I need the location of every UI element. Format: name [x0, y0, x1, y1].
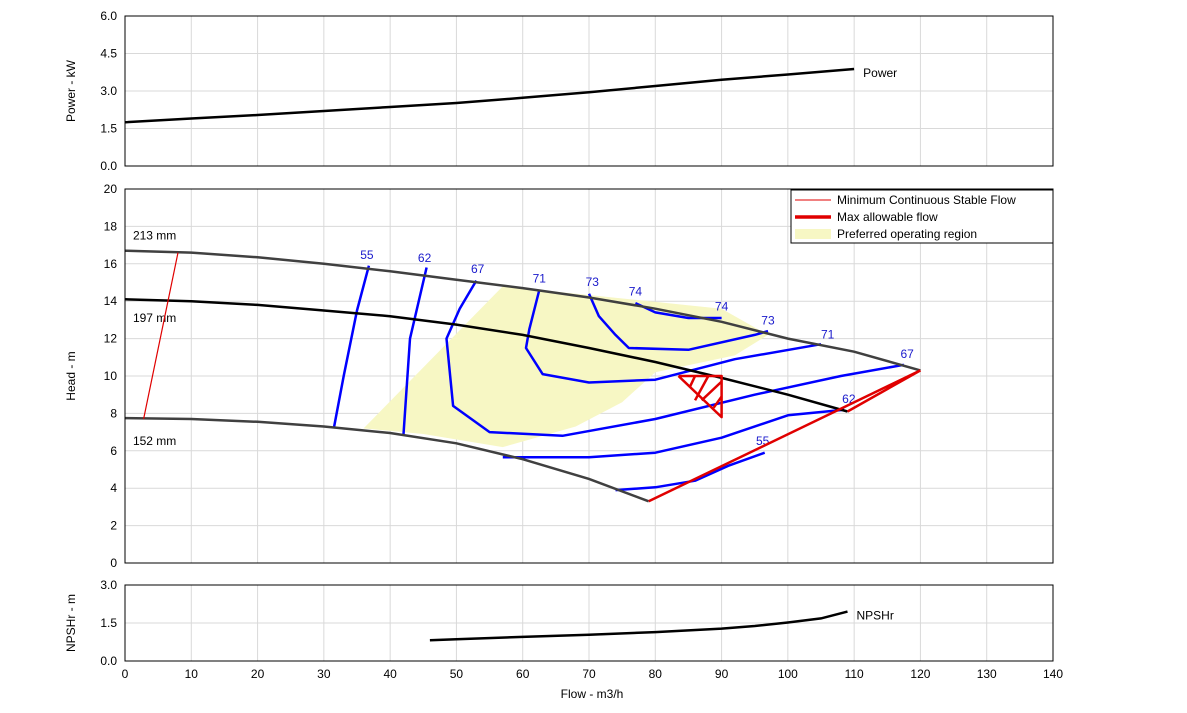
x-axis-title: Flow - m3/h	[561, 687, 624, 701]
x-tick-label: 70	[582, 667, 596, 681]
y-tick-label: 6.0	[100, 9, 117, 23]
y-tick-label: 3.0	[100, 84, 117, 98]
y-tick-label: 0	[110, 556, 117, 570]
y-tick-label: 12	[104, 332, 118, 346]
impeller-label: 152 mm	[133, 434, 176, 448]
y-tick-label: 16	[104, 257, 118, 271]
y-axis-title: Head - m	[64, 351, 78, 400]
efficiency-label: 73	[761, 314, 775, 328]
max-allowable-flow-line	[648, 369, 922, 503]
y-axis-title: NPSHr - m	[64, 594, 78, 652]
efficiency-contour	[524, 289, 822, 384]
efficiency-contour	[615, 451, 766, 492]
x-tick-label: 80	[649, 667, 663, 681]
x-tick-label: 10	[185, 667, 199, 681]
x-tick-label: 50	[450, 667, 464, 681]
x-tick-label: 60	[516, 667, 530, 681]
y-tick-label: 1.5	[100, 122, 117, 136]
y-tick-label: 0.0	[100, 654, 117, 668]
efficiency-label: 62	[418, 251, 432, 265]
x-tick-label: 90	[715, 667, 729, 681]
efficiency-contour	[402, 267, 428, 436]
plot-frame	[124, 188, 1054, 564]
y-tick-label: 18	[104, 219, 118, 233]
bep-hatch	[700, 380, 723, 402]
impeller-curve	[124, 249, 921, 372]
y-tick-label: 3.0	[100, 578, 117, 592]
x-tick-label: 20	[251, 667, 265, 681]
y-tick-label: 0.0	[100, 159, 117, 173]
plot-frame	[124, 584, 1054, 662]
plot-frame	[124, 15, 1054, 167]
efficiency-label: 67	[471, 262, 485, 276]
legend-label: Minimum Continuous Stable Flow	[837, 193, 1016, 207]
efficiency-label: 74	[629, 285, 643, 299]
x-tick-label: 0	[122, 667, 129, 681]
min-stable-flow-line	[143, 252, 179, 420]
y-axis-title: Power - kW	[64, 59, 78, 122]
bep-hatch	[712, 395, 723, 409]
x-tick-label: 140	[1043, 667, 1063, 681]
bep-marker	[677, 374, 723, 419]
impeller-label: 197 mm	[133, 311, 176, 325]
power-panel: 0.0 1.5 3.0 4.5 6.0 Power - kW Power	[64, 9, 1054, 173]
x-tick-label: 100	[778, 667, 798, 681]
legend-box	[790, 189, 1054, 244]
efficiency-contour	[587, 293, 769, 352]
x-tick-label: 130	[977, 667, 997, 681]
impeller-label: 213 mm	[133, 228, 176, 242]
y-tick-label: 20	[104, 182, 118, 196]
impeller-curve	[124, 298, 848, 413]
legend-label: Preferred operating region	[837, 227, 977, 241]
y-tick-label: 6	[110, 444, 117, 458]
series-line	[124, 67, 855, 124]
series-line	[429, 610, 848, 642]
efficiency-label: 74	[715, 300, 729, 314]
y-tick-label: 8	[110, 406, 117, 420]
bep-hatch	[688, 375, 697, 388]
y-tick-label: 2	[110, 519, 117, 533]
y-tick-label: 10	[104, 369, 118, 383]
efficiency-label: 67	[900, 347, 914, 361]
legend-swatch	[795, 229, 831, 239]
efficiency-label: 71	[821, 328, 835, 342]
efficiency-label: 71	[533, 272, 547, 286]
efficiency-label: 73	[586, 275, 600, 289]
efficiency-label: 55	[360, 248, 374, 262]
y-tick-label: 1.5	[100, 616, 117, 630]
legend-label: Max allowable flow	[837, 210, 938, 224]
y-tick-label: 14	[104, 294, 118, 308]
y-tick-label: 4	[110, 481, 117, 495]
series-label: Power	[863, 66, 897, 80]
efficiency-contour	[502, 408, 845, 459]
bep-hatch	[693, 375, 710, 401]
npshr-panel: 0.0 1.5 3.0 NPSHr - m 0 10 20 30 40 50 60 70 80 90 100…	[64, 578, 1063, 681]
x-tick-label: 120	[910, 667, 930, 681]
x-tick-label: 110	[845, 667, 864, 681]
efficiency-contour	[332, 265, 371, 429]
impeller-curve	[124, 416, 650, 503]
y-tick-label: 4.5	[100, 47, 117, 61]
x-tick-label: 30	[317, 667, 331, 681]
x-tick-label: 40	[383, 667, 397, 681]
series-label: NPSHr	[857, 609, 894, 623]
